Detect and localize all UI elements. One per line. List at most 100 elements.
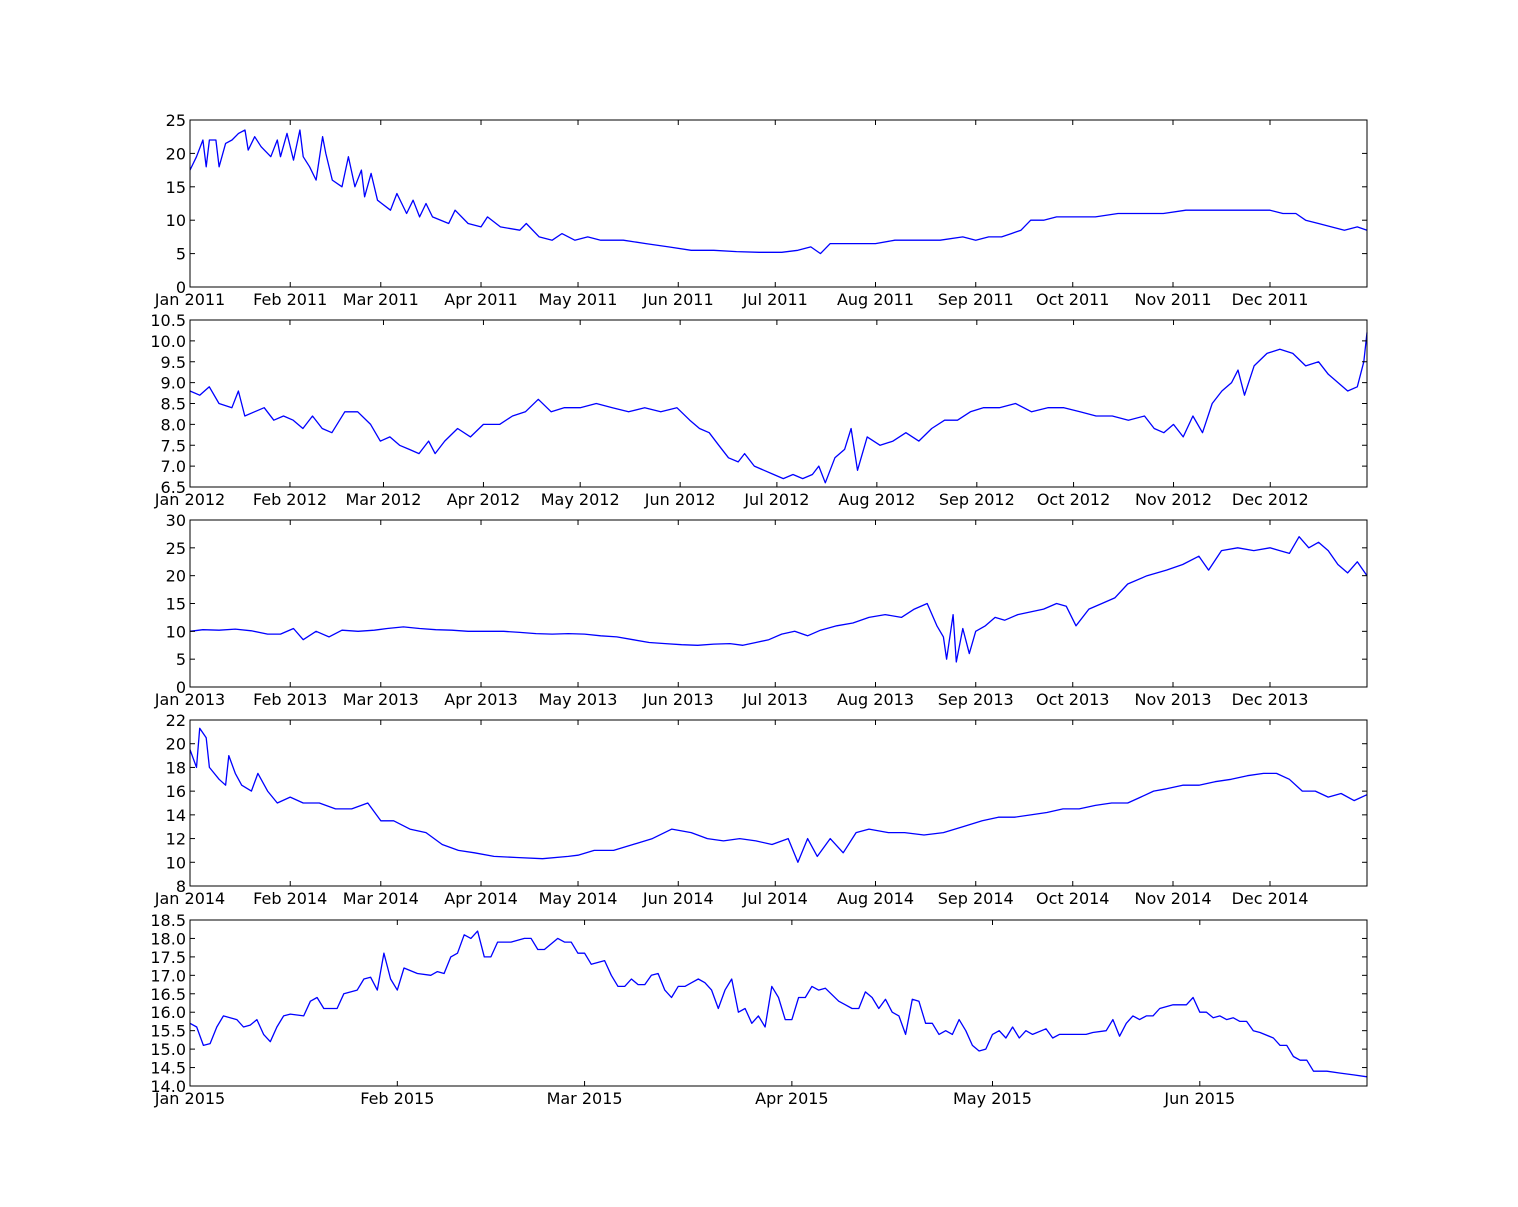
x-tick-label: Mar 2012 (345, 490, 421, 509)
x-tick-label: Apr 2015 (755, 1089, 828, 1108)
x-tick-label: Sep 2011 (938, 290, 1014, 309)
x-tick-label: Nov 2011 (1134, 290, 1211, 309)
y-tick-label: 18.5 (150, 911, 186, 930)
y-tick-label: 18 (166, 758, 186, 777)
x-tick-label: Feb 2012 (253, 490, 327, 509)
plot-frame (189, 719, 1368, 887)
series-line-4-1 (189, 727, 1368, 863)
x-tick-label: Mar 2015 (547, 1089, 623, 1108)
x-tick-label: May 2014 (539, 889, 618, 908)
x-tick-label: May 2013 (539, 690, 618, 709)
chart-panel-1: 0 5 10 15 20 25 Jan 2011 Feb 2011 Mar 2011 Apr 20… (154, 111, 1368, 309)
y-tick-label: 14 (166, 806, 186, 825)
y-tick-label: 9.0 (161, 374, 186, 393)
x-tick-label: Apr 2011 (444, 290, 517, 309)
x-tick-label: Jan 2015 (154, 1089, 225, 1108)
series-line-5-1 (189, 930, 1368, 1078)
y-tick-label: 5 (176, 245, 186, 264)
x-tick-label: Jul 2011 (742, 290, 808, 309)
y-tick-label: 10.0 (150, 332, 186, 351)
x-tick-label: Jan 2012 (154, 490, 225, 509)
y-tick-label: 20 (166, 735, 186, 754)
y-tick-label: 5 (176, 650, 186, 669)
y-tick-label: 20 (166, 567, 186, 586)
y-tick-label: 10.5 (150, 311, 186, 330)
y-tick-label: 25 (166, 111, 186, 130)
x-tick-label: May 2015 (953, 1089, 1032, 1108)
y-tick-label: 15 (166, 595, 186, 614)
x-tick-label: Oct 2011 (1036, 290, 1109, 309)
y-tick-label: 7.5 (161, 436, 186, 455)
y-tick-label: 6.5 (161, 478, 186, 497)
plot-frame (189, 919, 1368, 1087)
y-tick-label: 16.0 (150, 1003, 186, 1022)
x-tick-label: Jan 2014 (154, 889, 225, 908)
y-tick-label: 15.0 (150, 1040, 186, 1059)
x-tick-label: Feb 2013 (253, 690, 327, 709)
x-tick-label: Jun 2013 (642, 690, 714, 709)
chart-panel-3: 0 5 10 15 20 25 30 Jan 2013 Feb 2013 Mar 2013 Apr … (154, 511, 1368, 709)
x-tick-label: Mar 2014 (343, 889, 419, 908)
x-tick-label: Nov 2013 (1134, 690, 1211, 709)
y-tick-label: 9.5 (161, 353, 186, 372)
series-line-3-1 (189, 536, 1368, 663)
x-tick-label: Mar 2011 (343, 290, 419, 309)
x-tick-label: Sep 2013 (938, 690, 1014, 709)
x-tick-label: Apr 2014 (444, 889, 517, 908)
x-tick-label: Jan 2013 (154, 690, 225, 709)
y-tick-label: 18.0 (150, 929, 186, 948)
y-tick-label: 14.5 (150, 1059, 186, 1078)
x-tick-label: Apr 2013 (444, 690, 517, 709)
x-tick-label: Jul 2014 (742, 889, 808, 908)
chart-panel-5: 14.014.515.015.516.016.517.017.518.018.5… (150, 911, 1368, 1108)
x-tick-label: Sep 2012 (939, 490, 1015, 509)
x-tick-label: Mar 2013 (343, 690, 419, 709)
y-tick-label: 22 (166, 711, 186, 730)
x-tick-label: Feb 2015 (360, 1089, 434, 1108)
plot-frame (189, 119, 1368, 288)
x-tick-label: Jan 2011 (154, 290, 225, 309)
x-tick-label: Nov 2014 (1134, 889, 1211, 908)
y-tick-label: 8.5 (161, 395, 186, 414)
y-tick-label: 10 (166, 622, 186, 641)
y-tick-label: 25 (166, 539, 186, 558)
y-tick-label: 0 (176, 278, 186, 297)
plot-frame (189, 519, 1368, 688)
y-tick-label: 17.5 (150, 948, 186, 967)
y-tick-label: 8 (176, 877, 186, 896)
x-tick-label: Dec 2011 (1232, 290, 1309, 309)
x-tick-label: Aug 2012 (838, 490, 915, 509)
y-tick-label: 10 (166, 211, 186, 230)
chart-panel-4: 8 10 12 14 16 18 20 22 Jan 2014 Feb 2014 Mar 2014 A… (154, 711, 1368, 908)
x-tick-label: Dec 2014 (1232, 889, 1309, 908)
x-tick-label: Oct 2012 (1037, 490, 1110, 509)
y-tick-label: 16 (166, 782, 186, 801)
x-tick-label: Sep 2014 (938, 889, 1014, 908)
x-tick-label: Jul 2012 (743, 490, 809, 509)
y-tick-label: 10 (166, 853, 186, 872)
x-tick-label: Oct 2014 (1036, 889, 1109, 908)
x-tick-label: Oct 2013 (1036, 690, 1109, 709)
x-tick-label: Feb 2011 (253, 290, 327, 309)
chart-panel-2: 6.5 7.0 7.5 8.08.5 9.0 9.5 10.0 10.5 Jan 2012 Feb… (150, 311, 1368, 509)
y-tick-label: 15 (166, 178, 186, 197)
x-tick-label: Jun 2015 (1163, 1089, 1235, 1108)
x-tick-label: Aug 2011 (837, 290, 914, 309)
x-tick-label: Aug 2014 (837, 889, 914, 908)
x-tick-label: Dec 2013 (1232, 690, 1309, 709)
y-tick-label: 12 (166, 830, 186, 849)
y-tick-label: 15.5 (150, 1022, 186, 1041)
x-tick-label: Jun 2012 (644, 490, 716, 509)
y-tick-label: 14.0 (150, 1077, 186, 1096)
x-tick-label: May 2012 (541, 490, 620, 509)
x-tick-label: Feb 2014 (253, 889, 327, 908)
y-tick-label: 0 (176, 678, 186, 697)
y-tick-label: 17.0 (150, 966, 186, 985)
x-tick-label: Aug 2013 (837, 690, 914, 709)
series-line-2-1 (189, 332, 1368, 484)
y-tick-label: 30 (166, 511, 186, 530)
x-tick-label: Apr 2012 (447, 490, 520, 509)
series-line-1-1 (189, 129, 1368, 255)
plot-frame (189, 319, 1368, 488)
